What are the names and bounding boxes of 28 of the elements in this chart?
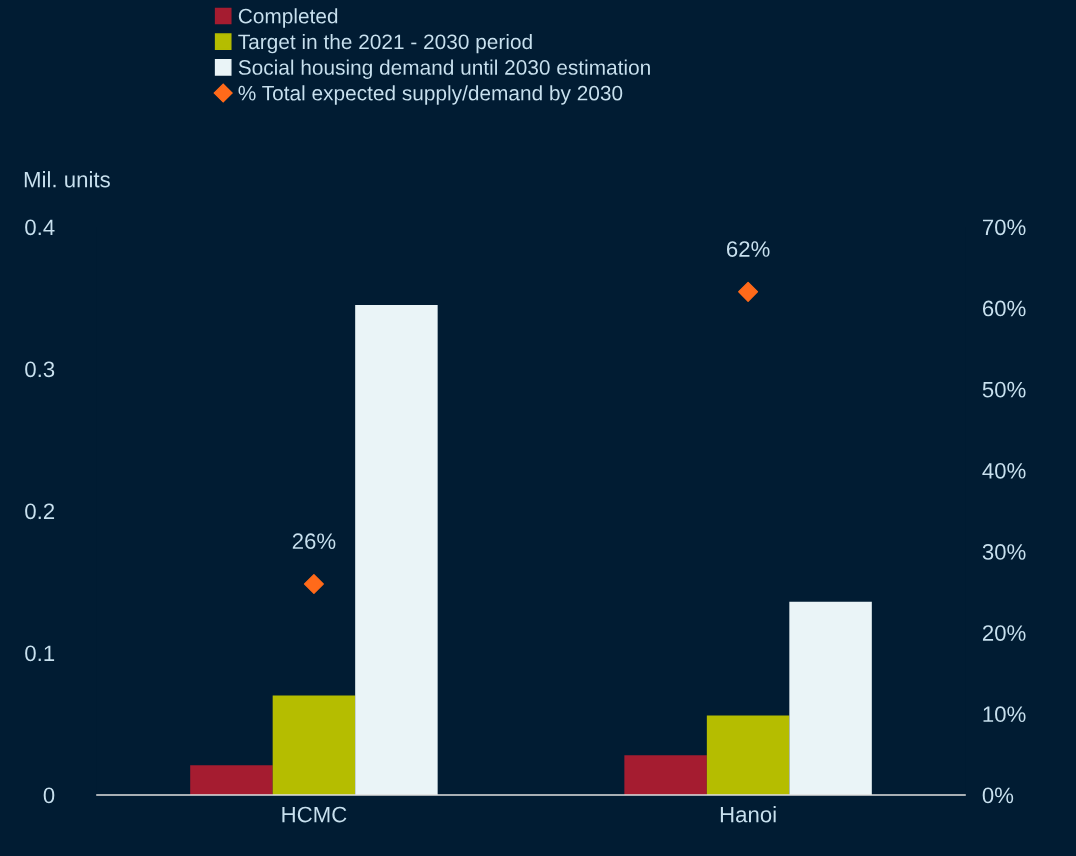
- legend-label: Social housing demand until 2030 estimation: [238, 59, 650, 79]
- legend-label: Target in the 2021 - 2030 period: [238, 33, 532, 54]
- y-tick-label: 0.3: [25, 361, 55, 378]
- y-axis-title: Mil. units: [24, 171, 110, 188]
- x-tick-label: HCMC: [282, 806, 347, 823]
- x-tick-label: Hanoi: [720, 806, 776, 823]
- y-tick-label: 0.1: [25, 645, 55, 662]
- y2-tick-label: 50%: [982, 381, 1026, 398]
- data-label: 62%: [726, 241, 770, 257]
- y2-tick-label: 30%: [982, 544, 1026, 560]
- y2-tick-label: 60%: [982, 300, 1026, 317]
- y2-tick-label: 10%: [983, 706, 1026, 723]
- bar: [706, 715, 790, 795]
- y-tick-label: 0.2: [25, 503, 55, 520]
- bar: [355, 305, 438, 795]
- y2-tick-label: 20%: [982, 625, 1026, 641]
- bar: [190, 765, 273, 795]
- y-tick-label: 0: [43, 787, 55, 804]
- bar: [789, 601, 872, 795]
- legend-label: Completed: [238, 8, 338, 28]
- y-tick-label: 0.4: [25, 219, 55, 236]
- data-label: 26%: [292, 533, 336, 550]
- legend-label: % Total expected supply/demand by 2030: [238, 85, 623, 105]
- y2-tick-label: 70%: [982, 219, 1026, 236]
- bar: [624, 755, 707, 795]
- bar: [272, 695, 356, 795]
- y2-tick-label: 40%: [982, 462, 1026, 479]
- y2-tick-label: 0%: [982, 787, 1014, 804]
